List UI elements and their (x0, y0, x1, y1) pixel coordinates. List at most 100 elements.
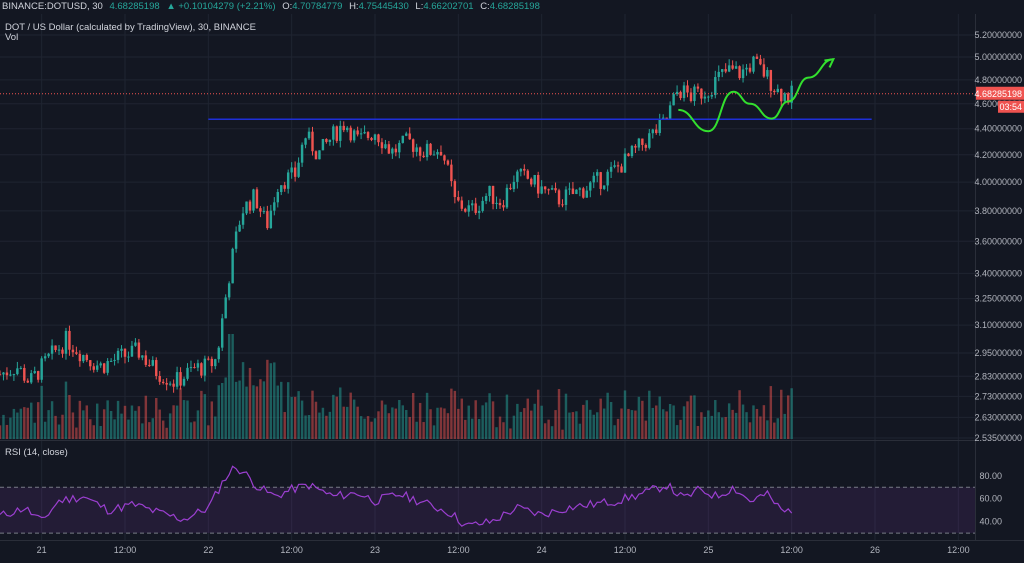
volume-bar (637, 396, 641, 439)
candle-body (783, 93, 786, 102)
volume-bar (231, 334, 234, 439)
volume-bar (589, 409, 592, 439)
volume-bar (602, 408, 606, 439)
volume-bar (505, 394, 509, 439)
candle-body (387, 144, 391, 154)
volume-bar (509, 428, 512, 439)
candle-body (630, 145, 634, 157)
series-legend-title[interactable]: DOT / US Dollar (calculated by TradingVi… (5, 22, 256, 33)
candle-body (422, 155, 425, 158)
price-axis-label: 4.20000000 (974, 150, 1022, 160)
volume-legend[interactable]: Vol (5, 32, 18, 43)
volume-bar (99, 426, 102, 439)
candle-body (734, 66, 738, 69)
candle-body (384, 144, 387, 149)
volume-bar (627, 408, 630, 439)
candle-body (102, 363, 106, 373)
countdown-tag (998, 100, 1024, 113)
volume-bar (141, 423, 144, 439)
volume-bar (346, 406, 349, 439)
price-axis-label: 2.63000000 (974, 412, 1022, 422)
candle-body (248, 201, 252, 211)
volume-bar (596, 412, 599, 439)
volume-bar (255, 386, 259, 439)
volume-bar (290, 396, 293, 439)
candle-body (557, 190, 561, 205)
candle-body (113, 359, 116, 361)
volume-bar (50, 401, 54, 439)
volume-bar (679, 419, 682, 439)
candle-body (286, 172, 290, 189)
candle-body (276, 192, 279, 203)
volume-bar (342, 406, 345, 439)
time-axis[interactable]: 21 12:00 22 12:00 23 12:00 24 12:00 25 12:00 26 12:… (37, 545, 970, 555)
rsi-axis[interactable]: 80.00 60.00 40.00 (979, 471, 1002, 527)
volume-bar (5, 424, 9, 439)
volume-bar (519, 411, 523, 439)
pattern-curve (678, 58, 834, 133)
price-axis-label: 2.95000000 (974, 348, 1022, 358)
candle-body (352, 130, 356, 141)
volume-bar (148, 422, 151, 439)
rsi-axis-label: 60.00 (979, 494, 1002, 504)
volume-bar (724, 417, 727, 439)
volume-bar (182, 400, 186, 439)
volume-bar (474, 400, 477, 439)
candle-body (530, 178, 533, 185)
volume-bar (450, 388, 453, 439)
drawing-overlays[interactable] (0, 58, 975, 133)
candle-body (290, 167, 293, 173)
volume-bar (495, 427, 498, 439)
candle-body (99, 363, 102, 366)
price-axis-label: 4.80000000 (974, 75, 1022, 85)
candle-body (724, 69, 727, 72)
candle-body (307, 131, 311, 139)
candle-body (606, 171, 609, 186)
volume-bar (391, 407, 394, 439)
candle-body (30, 373, 33, 383)
volume-bar (2, 414, 5, 439)
volume-bar (207, 425, 210, 439)
volume-bar (54, 415, 57, 439)
candle-body (92, 366, 95, 370)
volume-bar (300, 400, 304, 439)
volume-bar (696, 425, 700, 439)
candle-body (36, 371, 40, 380)
volume-bar (47, 410, 50, 439)
volume-bar (366, 416, 370, 439)
volume-bar (599, 398, 602, 439)
candle-body (23, 367, 26, 381)
candle-body (641, 138, 644, 145)
volume-bar (401, 405, 404, 439)
candle-body (689, 92, 693, 102)
volume-bar (543, 423, 547, 439)
rsi-legend[interactable]: RSI (14, close) (5, 447, 68, 458)
price-axis-label: 4.40000000 (974, 124, 1022, 134)
price-axis[interactable]: 5.200000005.000000004.800000004.60000000… (974, 30, 1024, 443)
candle-body (776, 88, 779, 93)
time-axis-label: 12:00 (114, 545, 137, 555)
candle-body (106, 361, 109, 373)
volume-bar (700, 412, 703, 439)
candle-body (2, 372, 5, 375)
price-axis-label: 2.73000000 (974, 391, 1022, 401)
volume-bar (502, 422, 505, 439)
candle-body (68, 330, 71, 350)
candle-body (585, 190, 589, 198)
volume-bar (314, 401, 318, 439)
candle-body (321, 139, 325, 151)
candle-body (325, 139, 328, 142)
candle-body (481, 200, 484, 211)
volume-bar (23, 407, 26, 439)
price-axis-label: 4.00000000 (974, 177, 1022, 187)
candle-body (460, 200, 464, 209)
volume-bar (175, 405, 179, 439)
volume-bar (613, 425, 616, 439)
candle-body (47, 353, 50, 357)
volume-bar (238, 380, 241, 439)
candle-body (429, 143, 432, 155)
volume-bar (422, 422, 425, 439)
volume-bar (748, 422, 752, 439)
